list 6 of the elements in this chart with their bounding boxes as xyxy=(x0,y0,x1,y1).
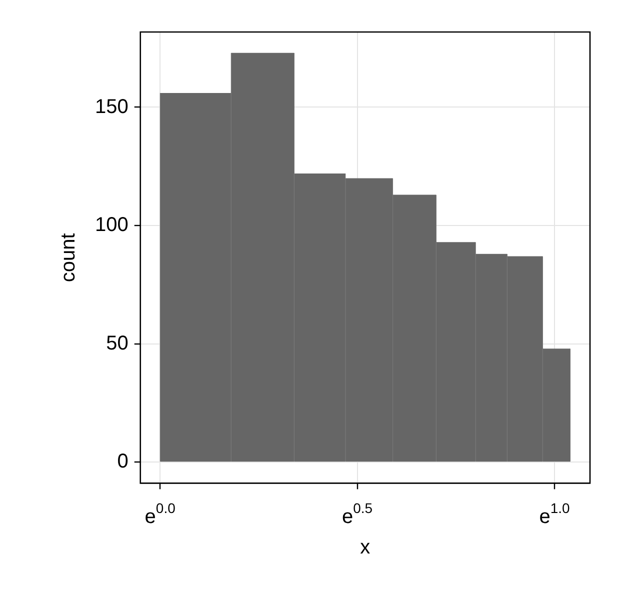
y-axis-title: count xyxy=(58,232,80,282)
y-tick-label: 0 xyxy=(117,450,128,473)
y-tick-label: 50 xyxy=(106,332,128,354)
y-tick-label: 100 xyxy=(94,214,128,236)
x-axis-title: x xyxy=(360,536,370,559)
y-tick-label: 150 xyxy=(94,96,128,118)
